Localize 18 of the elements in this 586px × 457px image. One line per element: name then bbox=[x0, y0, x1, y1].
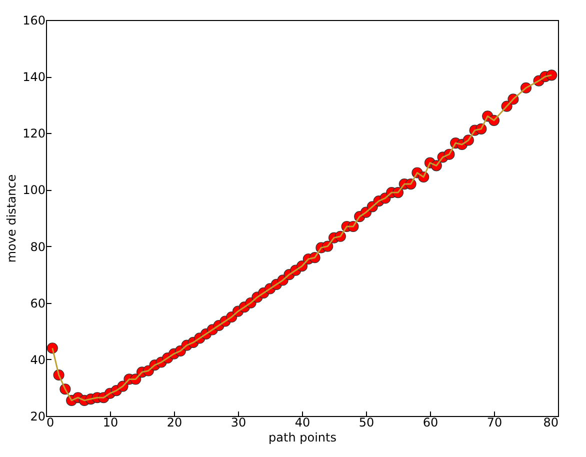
x-tick-label: 40 bbox=[294, 416, 310, 430]
x-axis-title: path points bbox=[268, 430, 336, 444]
x-tick-label: 0 bbox=[46, 416, 54, 430]
x-tick-label: 10 bbox=[102, 416, 118, 430]
y-axis-title: move distance bbox=[4, 174, 19, 263]
y-tick-label: 120 bbox=[22, 126, 46, 141]
y-tick-label: 100 bbox=[22, 183, 46, 198]
x-tick-label: 80 bbox=[543, 416, 558, 430]
x-tick-label: 70 bbox=[486, 416, 502, 430]
x-tick-label: 60 bbox=[422, 416, 438, 430]
x-tick-label: 20 bbox=[166, 416, 182, 430]
x-tick-label: 50 bbox=[358, 416, 374, 430]
y-tick-label: 140 bbox=[22, 70, 46, 84]
y-tick-label: 40 bbox=[30, 352, 46, 367]
y-tick-label: 80 bbox=[30, 240, 46, 254]
y-tick-label: 60 bbox=[30, 296, 46, 310]
x-tick-label: 30 bbox=[230, 416, 246, 430]
y-tick-label: 160 bbox=[22, 14, 46, 28]
